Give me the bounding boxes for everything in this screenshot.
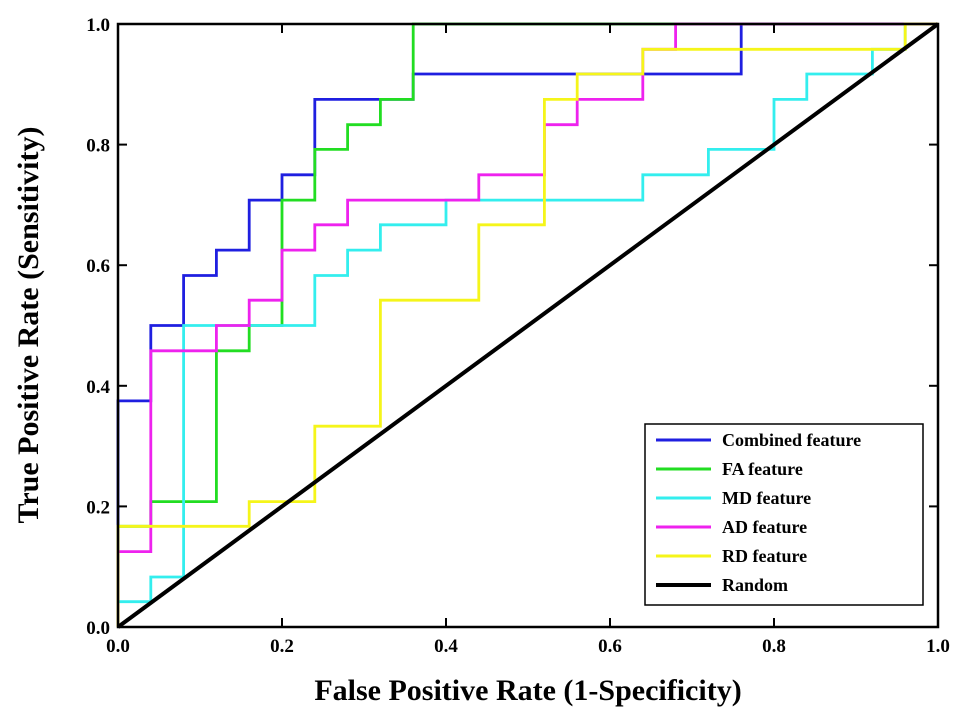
legend-label-3: AD feature: [722, 517, 807, 537]
series-line-3: [116, 22, 938, 627]
y-axis-title: True Positive Rate (Sensitivity): [12, 127, 45, 524]
tick-layer: 0.0 0.2 0.4 0.6 0.8 1.0 0.0 0.2 0.4 0.6 0.8 1.0: [86, 15, 950, 657]
y-tick-label: 0.4: [86, 377, 110, 398]
series-line-5: [116, 22, 940, 629]
x-tick-label: 0.6: [598, 636, 622, 657]
legend-label-0: Combined feature: [722, 430, 861, 450]
x-tick-label: 0.4: [434, 636, 458, 657]
x-tick-label: 0.0: [106, 636, 130, 657]
plot-frame: [116, 22, 940, 629]
x-tick-label: 0.8: [762, 636, 786, 657]
legend-label-2: MD feature: [722, 488, 811, 508]
y-tick-label: 0.2: [86, 497, 110, 518]
x-axis-title: False Positive Rate (1-Specificity): [314, 674, 741, 707]
y-tick-label: 0.0: [86, 618, 110, 639]
y-tick-label: 0.6: [86, 256, 110, 277]
curve-layer: [116, 22, 940, 629]
legend-label-5: Random: [722, 575, 788, 595]
x-tick-label: 0.2: [270, 636, 294, 657]
legend-label-1: FA feature: [722, 459, 803, 479]
x-tick-label: 1.0: [926, 636, 950, 657]
y-tick-label: 0.8: [86, 136, 110, 157]
legend: Combined feature FA feature MD feature AD f…: [644, 423, 924, 606]
y-tick-label: 1.0: [86, 15, 110, 36]
series-line-1: [118, 22, 938, 528]
legend-box: [644, 423, 924, 606]
legend-label-4: RD feature: [722, 546, 807, 566]
series-line-4: [116, 22, 938, 627]
